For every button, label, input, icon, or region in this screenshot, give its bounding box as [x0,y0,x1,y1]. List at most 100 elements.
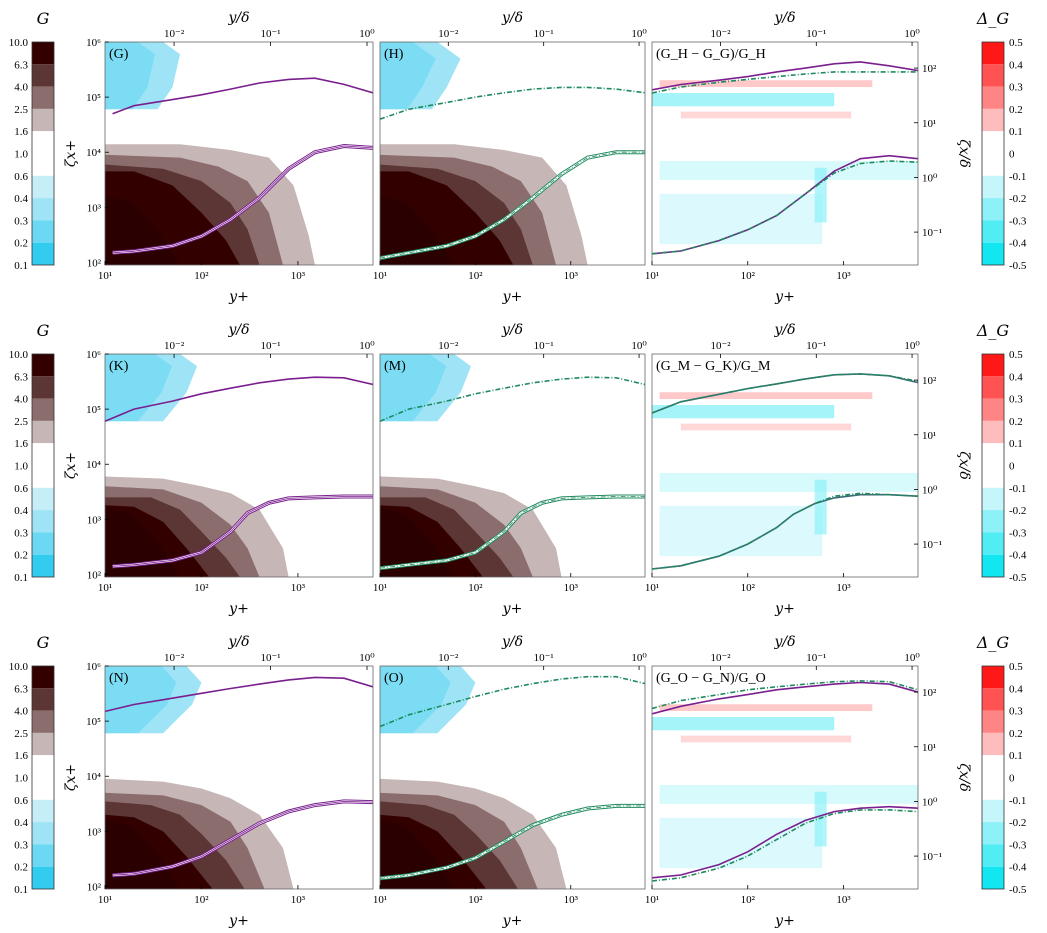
delta-colorbar-tick-label: -0.1 [1009,171,1026,183]
x-top-tick-label: 10⁻¹ [534,28,554,40]
delta-colorbar-tick-label: -0.2 [1009,817,1026,829]
y2-axis-label: ζx/δ [956,451,972,480]
difference-band [814,791,827,847]
x-tick-label: 10¹ [373,270,387,282]
g-colorbar-tick-label: 1.0 [14,461,28,473]
purple-solid-line [112,145,373,254]
delta-colorbar-tick-label: -0.5 [1009,572,1027,584]
x-top-axis-label: y/δ [773,634,795,650]
g-colorbar-frame [31,353,55,578]
green-dashdot-line [652,680,918,710]
delta-colorbar-tick-label: 0 [1009,149,1015,161]
g-colorbar-swatch [32,131,54,154]
panel-label: (G_O − G_N)/G_O [656,671,766,686]
delta-colorbar-swatch [982,220,1004,243]
x-tick-label: 10¹ [98,894,112,906]
delta-colorbar-tick-label: 0.4 [1009,59,1023,71]
delta-colorbar-tick-label: 0.5 [1009,37,1023,49]
delta-colorbar-tick-label: -0.2 [1009,505,1026,517]
g-colorbar-tick-label: 6.3 [14,683,28,695]
g-colorbar-tick-label: 0.4 [14,193,28,205]
g-colorbar-swatch [32,487,54,511]
g-colorbar-swatch [32,510,54,533]
x-top-tick-label: 10⁰ [359,28,375,40]
y-tick-label: 10³ [87,826,102,838]
delta-colorbar-swatch [982,108,1004,132]
x-top-tick-label: 10⁻¹ [260,340,280,352]
panel-label: (O) [384,671,404,686]
y-axis-label: ζx+ [63,764,79,791]
x-axis-label: y+ [774,289,795,305]
delta-colorbar-tick-label: 0.1 [1009,438,1023,450]
panel-label: (H) [384,47,404,62]
x-top-axis-label: y/δ [227,322,249,338]
delta-colorbar-tick-label: 0 [1009,773,1015,785]
g-colorbar-swatch [32,799,54,823]
g-colorbar-frame [31,665,55,890]
g-colorbar-tick-label: 0.3 [14,215,28,227]
delta-colorbar-tick-label: -0.1 [1009,483,1026,495]
delta-colorbar-frame [981,41,1005,266]
y-tick-label: 10² [87,569,102,581]
g-colorbar-tick-label: 2.5 [14,104,28,116]
x-top-tick-label: 10⁰ [904,652,920,664]
g-colorbar-swatch [32,220,54,243]
x-tick-label: 10³ [291,582,306,594]
x-tick-label: 10³ [836,894,851,906]
x-top-tick-label: 10⁻² [711,652,732,664]
x-top-axis-label: y/δ [773,322,795,338]
g-colorbar-tick-label: 0.1 [14,260,28,272]
y2-tick-label: 10² [922,63,937,75]
difference-band [652,93,835,107]
panel-8-plot-area [380,666,645,889]
g-colorbar-tick-label: 1.6 [14,438,28,450]
g-colorbar-tick-label: 10.0 [9,661,29,673]
x-axis-label: y+ [502,289,523,305]
x-axis-label: y+ [774,601,795,617]
g-colorbar-swatch [32,175,54,199]
delta-colorbar-swatch [982,554,1004,577]
low-g-region-inner [105,666,177,734]
panel-5-plot-area [380,354,645,577]
low-g-region-inner [105,354,172,422]
delta-colorbar-swatch [982,86,1004,109]
green-dashdot-line [652,373,918,414]
y2-axis-label: ζx/δ [956,763,972,792]
panel-label: (G) [109,47,129,62]
green-dashdot-line [652,809,918,882]
x-axis-label: y+ [502,913,523,929]
x-axis-label: y+ [774,913,795,929]
delta-colorbar-swatch [982,688,1004,711]
x-top-tick-label: 10⁰ [359,652,375,664]
x-tick-label: 10³ [836,270,851,282]
g-colorbar-swatch [32,777,54,800]
g-colorbar-tick-label: 1.6 [14,126,28,138]
x-tick-label: 10¹ [373,894,387,906]
g-colorbar-swatch [32,532,54,555]
delta-colorbar-swatch [982,131,1004,154]
delta-colorbar-frame [981,665,1005,890]
y2-tick-label: 10⁰ [922,172,938,184]
x-top-tick-label: 10⁻² [164,28,185,40]
delta-colorbar-swatch [982,242,1004,265]
g-colorbar-swatch [32,42,54,65]
y-tick-label: 10² [87,881,102,893]
g-colorbar-swatch [32,398,54,421]
delta-colorbar-swatch [982,532,1004,555]
g-colorbar-tick-label: 0.2 [14,550,28,562]
difference-band [814,479,827,535]
panel-7-plot-area [105,666,373,889]
y-tick-label: 10⁴ [86,771,101,783]
delta-colorbar-swatch [982,42,1004,65]
x-top-axis-label: y/δ [227,634,249,650]
x-top-axis-label: y/δ [501,10,523,26]
y-tick-label: 10⁵ [86,92,101,104]
y-tick-label: 10⁶ [86,37,101,49]
x-tick-label: 10³ [564,270,579,282]
panel-2-plot-area [380,42,645,265]
g-colorbar-tick-label: 6.3 [14,59,28,71]
purple-solid-line [112,496,373,567]
x-top-tick-label: 10⁰ [904,28,920,40]
x-top-axis-label: y/δ [773,10,795,26]
g-colorbar-title: G [37,633,50,652]
